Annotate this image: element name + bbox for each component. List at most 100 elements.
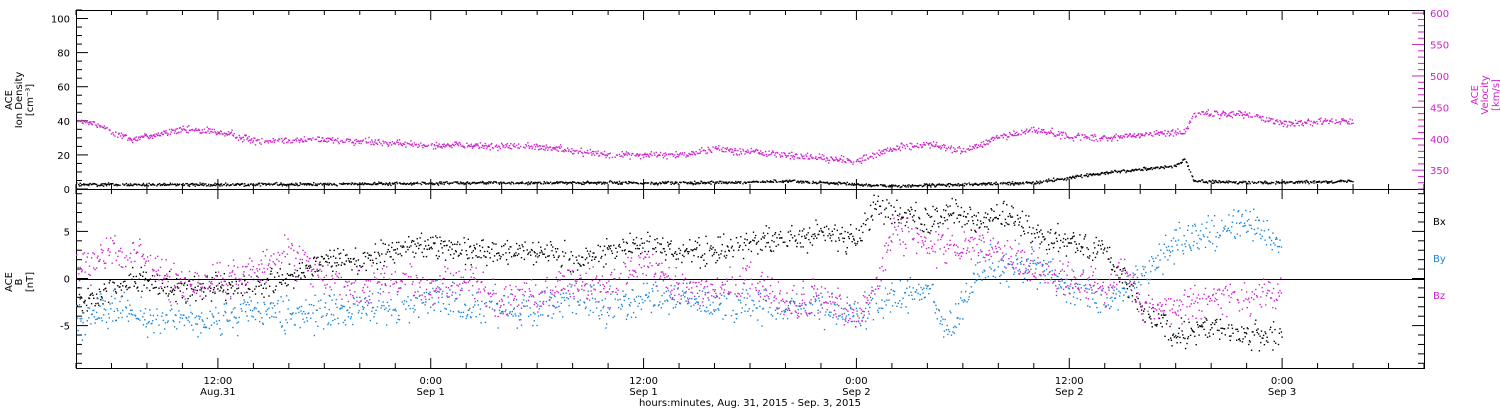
data-point: [105, 185, 108, 187]
data-point: [135, 136, 137, 138]
data-point: [117, 309, 119, 312]
data-point: [273, 139, 275, 142]
data-point: [691, 181, 693, 184]
data-point: [852, 238, 855, 240]
data-point: [593, 154, 596, 156]
data-point: [118, 132, 120, 135]
data-point: [832, 158, 834, 161]
data-point: [564, 148, 566, 151]
data-point: [1340, 121, 1342, 123]
data-point: [1077, 175, 1080, 178]
data-point: [864, 212, 866, 214]
data-point: [672, 253, 674, 256]
data-point: [280, 182, 282, 184]
data-point: [583, 183, 585, 185]
data-point: [527, 144, 530, 147]
data-point: [547, 147, 550, 149]
data-point: [694, 183, 697, 185]
data-point: [1191, 329, 1193, 331]
data-point: [1030, 242, 1032, 244]
data-point: [256, 275, 258, 277]
data-point: [1187, 336, 1190, 338]
data-point: [253, 184, 255, 186]
data-point: [92, 294, 94, 296]
data-point: [1297, 122, 1299, 124]
data-point: [798, 233, 800, 236]
data-point: [638, 248, 640, 250]
data-point: [1078, 243, 1080, 245]
data-point: [597, 181, 599, 183]
data-point: [769, 180, 772, 182]
data-point: [214, 292, 216, 295]
data-point: [1220, 115, 1222, 117]
data-point: [1206, 181, 1208, 183]
data-point: [96, 318, 98, 320]
data-point: [930, 184, 933, 186]
data-point: [946, 148, 948, 150]
data-point: [1049, 132, 1051, 134]
data-point: [706, 152, 709, 154]
data-point: [230, 312, 233, 314]
data-point: [830, 240, 833, 242]
data-point: [286, 185, 288, 187]
data-point: [904, 211, 906, 214]
data-point: [904, 147, 907, 150]
data-point: [1084, 236, 1086, 238]
data-point: [1242, 338, 1244, 340]
data-point: [635, 247, 637, 250]
data-point: [486, 264, 488, 267]
data-point: [581, 183, 583, 185]
data-point: [650, 183, 652, 185]
data-point: [383, 142, 385, 144]
data-point: [719, 236, 721, 238]
data-point: [972, 146, 975, 148]
data-point: [763, 237, 765, 239]
data-point: [731, 245, 733, 247]
data-point: [802, 246, 804, 248]
data-point: [413, 182, 415, 184]
data-point: [561, 150, 563, 152]
data-point: [234, 317, 237, 319]
data-point: [448, 240, 450, 242]
data-point: [818, 157, 820, 159]
data-point: [577, 181, 579, 184]
data-point: [1238, 338, 1241, 340]
data-point: [605, 156, 607, 159]
data-point: [298, 184, 301, 187]
data-point: [1192, 330, 1194, 332]
data-point: [117, 317, 120, 319]
data-point: [1176, 342, 1178, 344]
data-point: [1249, 182, 1251, 185]
data-point: [270, 183, 272, 185]
data-point: [763, 154, 765, 156]
data-point: [579, 263, 581, 265]
data-point: [1032, 181, 1034, 183]
data-point: [530, 254, 532, 256]
data-point: [312, 184, 314, 186]
data-point: [628, 153, 631, 156]
data-point: [1022, 227, 1024, 229]
data-point: [1292, 182, 1295, 184]
data-point: [178, 321, 181, 323]
data-point: [117, 285, 119, 287]
data-point: [447, 249, 450, 251]
data-point: [390, 256, 392, 258]
data-point: [1255, 329, 1258, 331]
data-point: [660, 182, 662, 184]
data-point: [1036, 232, 1038, 234]
data-point: [396, 182, 399, 185]
b-tick-label: 0: [64, 275, 70, 286]
data-point: [236, 288, 238, 290]
data-point: [288, 185, 290, 187]
data-point: [485, 256, 487, 258]
data-point: [1077, 134, 1079, 136]
data-point: [200, 283, 202, 285]
data-point: [442, 252, 444, 254]
data-point: [488, 181, 491, 183]
data-point: [1352, 122, 1354, 124]
data-point: [181, 297, 184, 299]
data-point: [110, 133, 113, 135]
data-point: [664, 155, 666, 157]
data-point: [863, 154, 865, 156]
data-point: [404, 241, 406, 243]
